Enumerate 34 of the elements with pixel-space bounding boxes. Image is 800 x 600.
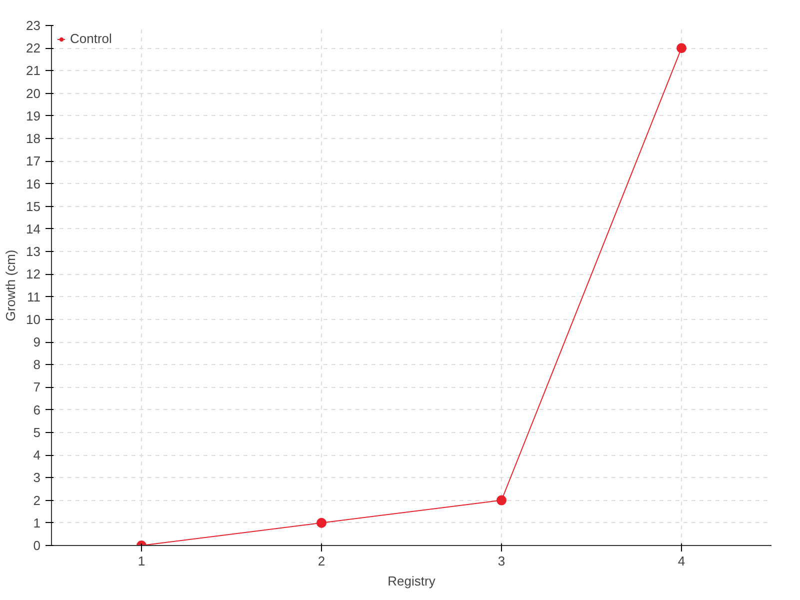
y-tick-label: 8 [33,357,41,372]
y-tick-label: 23 [26,18,41,33]
y-tick-label: 4 [33,448,41,463]
y-tick-label: 7 [33,380,41,395]
y-tick-label: 0 [33,538,41,553]
y-tick-label: 12 [26,266,41,282]
point [496,495,506,506]
y-tick-label: 11 [27,289,41,304]
y-tick-label: 20 [26,86,41,101]
y-tick-label: 21 [26,63,41,78]
y-tick-label: 9 [33,334,41,350]
y-tick-label: 10 [26,312,41,327]
y-tick-label: 17 [26,154,41,169]
y-tick-label: 3 [33,470,41,486]
y-tick-label: 1 [33,515,41,530]
y-tick-label: 22 [26,40,41,56]
x-tick-label: 1 [138,554,146,568]
point [316,518,326,528]
x-axis-title: Registry [388,574,436,588]
y-tick-label: 18 [26,131,41,146]
y-tick-label: 13 [26,244,41,260]
y-tick-label: 2 [33,492,41,508]
y-tick-label: 5 [33,424,41,440]
x-tick-label: 3 [498,554,506,568]
y-tick-label: 6 [33,402,41,418]
y-tick-label: 14 [26,221,41,236]
y-axis-title: Growth (cm) [3,250,18,322]
y-tick-label: 16 [26,176,41,192]
x-tick-label: 2 [318,554,326,568]
x-tick-label: 4 [678,554,686,568]
legend-label: Control [70,31,112,46]
y-tick-label: 19 [26,108,41,124]
point [676,43,686,54]
y-tick-label: 15 [26,198,41,214]
